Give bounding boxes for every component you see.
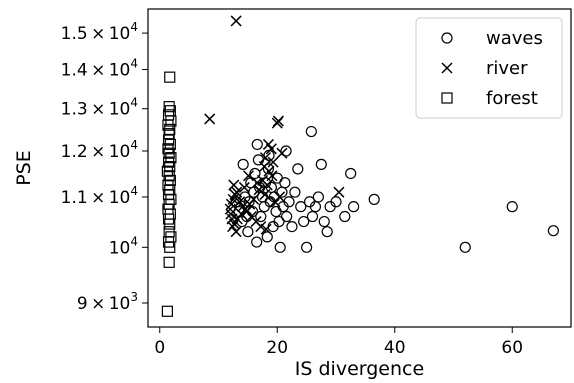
legend-label-forest: forest [486, 88, 538, 109]
river-point-43 [228, 179, 240, 191]
river-point-42 [274, 191, 286, 203]
river-point-20 [231, 213, 243, 225]
data-marks [161, 15, 559, 317]
waves-point-26 [273, 215, 285, 228]
y-tick-label-4: 1.3 × 104 [61, 96, 138, 120]
y-tick-label-1: 104 [109, 234, 138, 258]
forest-point-0 [164, 71, 176, 83]
waves-point-31 [281, 210, 293, 223]
waves-point-45 [321, 226, 333, 238]
waves-point-14 [255, 210, 267, 223]
river-point-14 [253, 184, 265, 196]
waves-point-52 [305, 125, 317, 138]
waves-point-11 [251, 236, 263, 248]
river-point-8 [267, 156, 279, 168]
legend-marker-waves [441, 32, 453, 44]
legend: waves river forest [415, 17, 563, 119]
legend-label-river: river [486, 58, 528, 79]
x-axis-label: IS divergence [295, 358, 424, 380]
waves-point-44 [318, 215, 330, 228]
x-tick-label-2: 40 [384, 338, 406, 358]
legend-label-waves: waves [486, 28, 543, 49]
forest-point-7 [163, 128, 175, 140]
river-point-6 [276, 147, 288, 159]
waves-point-36 [295, 201, 307, 213]
river-point-36 [227, 221, 239, 233]
river-point-28 [231, 186, 243, 198]
x-tick-label-1: 20 [266, 338, 288, 358]
waves-point-59 [280, 145, 292, 157]
river-point-37 [230, 226, 242, 238]
waves-point-55 [547, 225, 559, 237]
y-tick-label-0: 9 × 103 [77, 290, 138, 314]
waves-point-34 [289, 186, 301, 198]
forest-point-32 [161, 305, 173, 317]
waves-point-43 [315, 158, 327, 170]
river-point-15 [259, 189, 271, 201]
waves-point-51 [368, 193, 380, 205]
waves-point-53 [459, 241, 471, 253]
waves-point-40 [306, 210, 319, 223]
y-axis-label: PSE [13, 150, 35, 186]
waves-point-42 [312, 191, 324, 203]
waves-point-56 [237, 158, 249, 170]
waves-point-19 [262, 163, 275, 175]
legend-marker-river [441, 62, 453, 74]
forest-point-8 [162, 134, 175, 146]
waves-point-24 [270, 205, 282, 218]
forest-point-31 [163, 256, 175, 268]
waves-point-33 [286, 220, 298, 233]
waves-point-50 [348, 201, 360, 213]
waves-point-27 [274, 241, 286, 253]
waves-point-48 [339, 210, 351, 223]
forest-point-26 [164, 218, 176, 230]
forest-point-5 [162, 119, 174, 131]
x-axis-ticks: 0 20 40 60 [154, 327, 523, 358]
river-point-40 [333, 186, 345, 198]
waves-point-54 [506, 201, 518, 213]
river-point-23 [225, 208, 237, 220]
forest-point-4 [165, 115, 177, 127]
y-tick-label-3: 1.2 × 104 [61, 138, 138, 162]
waves-point-6 [243, 196, 255, 208]
forest-point-30 [164, 241, 176, 253]
waves-point-18 [261, 231, 273, 243]
y-axis-ticks: 9 × 103 104 1.1 × 104 1.2 × 104 1.3 × 104 1.4… [61, 20, 148, 314]
river-point-44 [242, 170, 254, 182]
waves-point-47 [330, 196, 342, 208]
y-tick-label-5: 1.4 × 104 [61, 57, 138, 81]
river-point-0 [230, 15, 242, 27]
river-point-7 [259, 152, 272, 164]
river-point-13 [261, 179, 273, 191]
plot-area [147, 8, 572, 328]
river-point-1 [204, 113, 216, 125]
waves-point-37 [298, 215, 310, 228]
river-point-34 [255, 221, 267, 233]
waves-point-35 [292, 163, 304, 175]
forest-point-1 [163, 101, 175, 113]
river-point-39 [251, 177, 263, 189]
river-point-29 [234, 196, 246, 208]
x-tick-label-0: 0 [154, 338, 165, 358]
waves-point-49 [345, 167, 357, 180]
waves-point-57 [251, 138, 263, 151]
waves-point-30 [279, 177, 291, 189]
waves-point-38 [301, 241, 313, 253]
river-point-35 [260, 223, 272, 235]
river-point-38 [238, 181, 250, 193]
y-tick-label-2: 1.1 × 104 [61, 184, 138, 208]
river-point-11 [266, 170, 278, 182]
legend-marker-forest [441, 92, 453, 104]
river-point-5 [265, 143, 277, 155]
forest-point-9 [164, 138, 176, 151]
waves-point-5 [242, 226, 254, 238]
y-tick-label-6: 1.5 × 104 [61, 20, 138, 44]
x-tick-label-3: 60 [501, 338, 523, 358]
river-point-3 [272, 115, 284, 127]
